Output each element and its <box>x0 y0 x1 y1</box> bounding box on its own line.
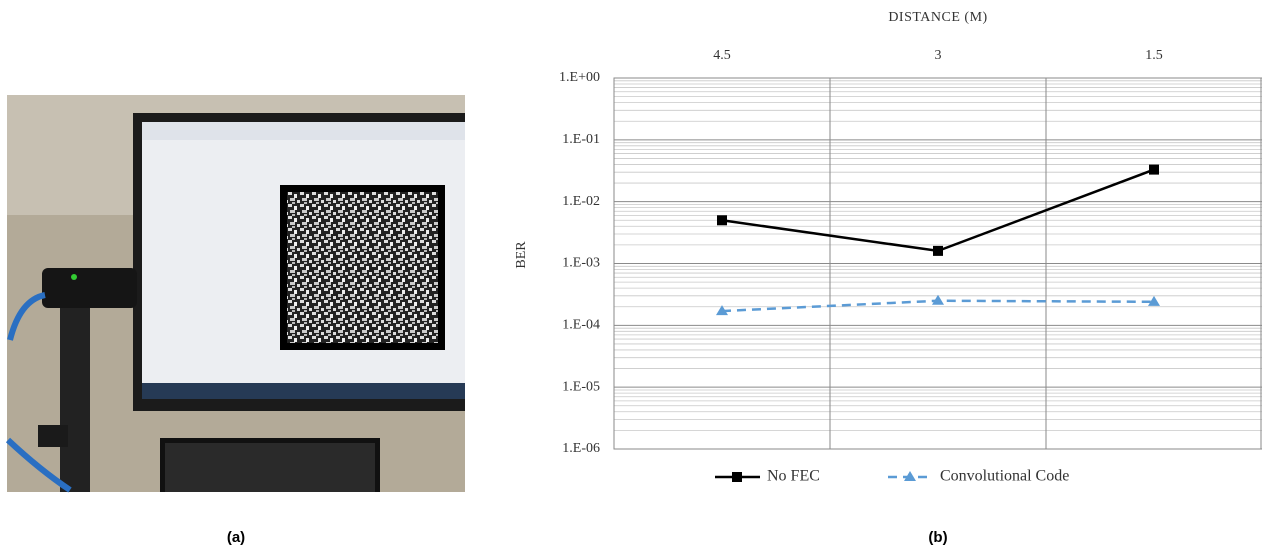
legend-marker <box>732 472 742 482</box>
data-point <box>1149 164 1159 175</box>
x-tick-label: 1.5 <box>1145 48 1163 63</box>
plot-frame <box>613 77 1262 450</box>
x-tick-label: 4.5 <box>713 48 731 63</box>
y-tick-label: 1.E-04 <box>562 318 600 333</box>
caption: (a) <box>227 529 245 546</box>
series-line <box>721 168 1155 253</box>
data-point <box>716 305 728 316</box>
y-tick-label: 1.E-02 <box>562 194 600 209</box>
photo <box>5 95 465 493</box>
y-axis-title: BER <box>514 241 529 269</box>
legend-label: No FEC <box>767 468 820 485</box>
y-tick-label: 1.E-03 <box>562 256 600 271</box>
data-point <box>933 245 943 256</box>
data-point <box>1148 295 1160 306</box>
y-tick-label: 1.E-01 <box>562 132 600 147</box>
caption: (b) <box>928 529 947 546</box>
y-tick-label: 1.E-05 <box>562 379 600 394</box>
data-point <box>717 215 727 226</box>
x-tick-label: 3 <box>935 48 942 63</box>
legend-marker <box>904 471 916 481</box>
x-axis-title: DISTANCE (M) <box>888 10 987 25</box>
y-tick-label: 1.E+00 <box>559 70 600 85</box>
data-point <box>932 294 944 305</box>
legend-label: Convolutional Code <box>940 468 1069 485</box>
y-tick-label: 1.E-06 <box>562 441 600 456</box>
